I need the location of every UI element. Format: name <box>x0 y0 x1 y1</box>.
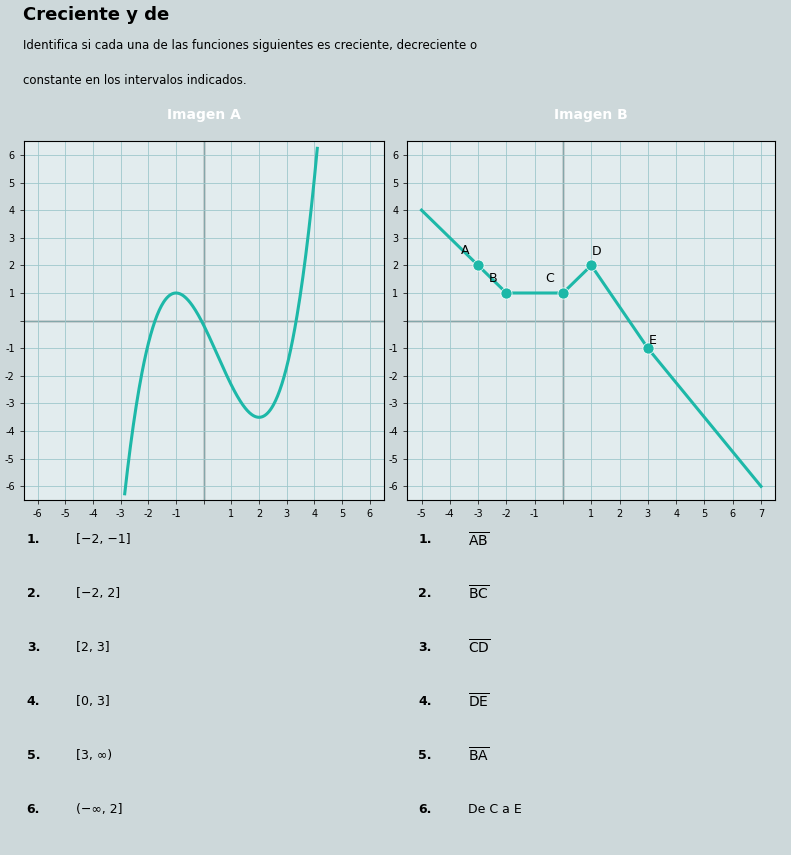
Text: 4.: 4. <box>418 695 432 708</box>
Text: [−2, 2]: [−2, 2] <box>76 587 119 600</box>
Text: (−∞, 2]: (−∞, 2] <box>76 803 122 816</box>
Text: De C a E: De C a E <box>467 803 521 816</box>
Text: $\overline{\mathdefault{BA}}$: $\overline{\mathdefault{BA}}$ <box>467 746 489 764</box>
Text: $\overline{\mathdefault{DE}}$: $\overline{\mathdefault{DE}}$ <box>467 693 490 711</box>
Text: 6.: 6. <box>27 803 40 816</box>
Text: 5.: 5. <box>418 749 432 762</box>
Text: 6.: 6. <box>418 803 432 816</box>
Text: Imagen A: Imagen A <box>167 109 240 122</box>
Text: B: B <box>489 272 497 285</box>
Text: 3.: 3. <box>27 641 40 654</box>
Text: 2.: 2. <box>27 587 40 600</box>
Text: [0, 3]: [0, 3] <box>76 695 109 708</box>
Text: 1.: 1. <box>418 534 432 546</box>
Text: E: E <box>649 333 657 347</box>
Text: constante en los intervalos indicados.: constante en los intervalos indicados. <box>24 74 247 86</box>
Text: 4.: 4. <box>27 695 40 708</box>
Text: $\overline{\mathdefault{CD}}$: $\overline{\mathdefault{CD}}$ <box>467 639 490 657</box>
Text: 2.: 2. <box>418 587 432 600</box>
Text: [3, ∞): [3, ∞) <box>76 749 112 762</box>
Text: $\overline{\mathdefault{BC}}$: $\overline{\mathdefault{BC}}$ <box>467 585 489 603</box>
Text: Identifica si cada una de las funciones siguientes es creciente, decreciente o: Identifica si cada una de las funciones … <box>24 39 478 52</box>
Text: D: D <box>592 245 601 257</box>
Text: Imagen B: Imagen B <box>554 109 628 122</box>
Text: A: A <box>461 244 470 256</box>
Text: 5.: 5. <box>27 749 40 762</box>
Text: [2, 3]: [2, 3] <box>76 641 109 654</box>
Text: 1.: 1. <box>27 534 40 546</box>
Text: C: C <box>545 272 554 286</box>
Text: [−2, −1]: [−2, −1] <box>76 534 131 546</box>
Text: $\overline{\mathdefault{AB}}$: $\overline{\mathdefault{AB}}$ <box>467 531 489 549</box>
Text: Creciente y de: Creciente y de <box>24 6 169 24</box>
Text: 3.: 3. <box>418 641 432 654</box>
